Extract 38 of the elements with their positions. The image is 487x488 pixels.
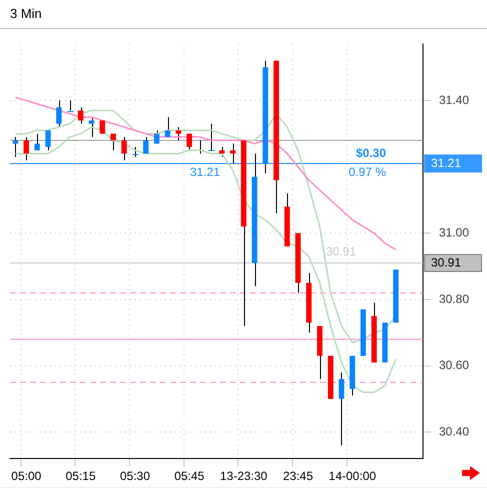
candlestick <box>143 136 149 154</box>
text: 31.21 <box>431 156 462 170</box>
y-tick-label: 31.40 <box>439 92 470 107</box>
candlestick <box>121 136 127 161</box>
x-tick-label: 05:15 <box>66 469 96 484</box>
candlestick <box>132 146 139 158</box>
candlestick <box>12 136 18 158</box>
candlestick <box>186 133 192 151</box>
annotation: 0.97 % <box>348 164 386 179</box>
x-tick-label: 05:45 <box>174 469 205 484</box>
candlestick <box>56 100 62 128</box>
candlestick <box>208 123 215 151</box>
x-tick-label: 05:00 <box>11 469 42 484</box>
y-tick-label: 31.00 <box>439 225 470 240</box>
candlestick <box>34 133 40 151</box>
candlestick <box>78 106 84 124</box>
x-tick-label: 05:30 <box>120 469 150 484</box>
x-tick-label: 13-23:30 <box>220 469 268 484</box>
x-tick-label: 14-00:00 <box>328 469 376 484</box>
candlestick <box>45 130 51 151</box>
candlestick <box>164 116 170 138</box>
candlestick <box>176 126 182 141</box>
candlestick <box>154 130 160 144</box>
ref-line-label: 31.21 <box>190 164 220 179</box>
candlestick <box>88 116 94 138</box>
y-tick-label: 30.60 <box>439 358 470 372</box>
candlestick <box>110 133 116 151</box>
y-tick-label: 30.40 <box>439 424 470 438</box>
candlestick <box>230 143 236 164</box>
candlestick <box>338 372 344 446</box>
candlestick <box>24 136 30 161</box>
text: 30.91 <box>431 255 462 270</box>
candlestick <box>67 100 74 112</box>
chart-title: 3 Min <box>0 0 487 29</box>
y-tick-label: 30.80 <box>439 292 470 306</box>
annotation: $0.30 <box>356 146 386 160</box>
x-tick-label: 23:45 <box>283 469 314 484</box>
candlestick <box>219 146 225 158</box>
